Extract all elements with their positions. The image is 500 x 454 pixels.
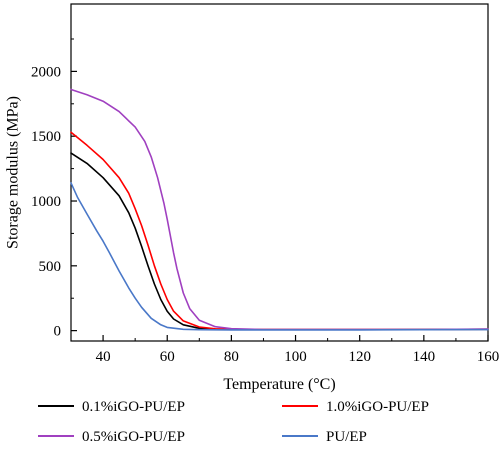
y-tick-label: 1500 <box>31 129 61 145</box>
y-tick-label: 500 <box>39 259 62 275</box>
plot-area: 40 60 80 100 120 140 160 0 500 1000 1500 2000 <box>31 3 500 365</box>
series-line-0 <box>70 152 489 331</box>
series-line-3 <box>70 182 489 331</box>
legend-label-0: 0.1%iGO-PU/EP <box>82 399 185 415</box>
y-tick-label: 2000 <box>31 64 61 80</box>
x-tick-label: 60 <box>160 349 175 365</box>
legend-label-2: 0.5%iGO-PU/EP <box>82 429 185 445</box>
legend: 0.1%iGO-PU/EP 1.0%iGO-PU/EP 0.5%iGO-PU/EP P… <box>38 399 429 445</box>
series-line-1 <box>70 131 489 331</box>
x-tick-label: 140 <box>413 349 436 365</box>
x-tick-label: 80 <box>224 349 239 365</box>
x-tick-label: 160 <box>477 349 500 365</box>
x-tick-label: 40 <box>96 349 111 365</box>
series-line-2 <box>70 88 489 331</box>
legend-label-1: 1.0%iGO-PU/EP <box>326 399 429 415</box>
y-tick-label: 1000 <box>31 194 61 210</box>
x-axis-label: Temperature (°C) <box>223 376 335 393</box>
y-tick-label: 0 <box>54 324 62 340</box>
y-axis-label: Storage modulus (MPa) <box>5 96 22 249</box>
plot-frame <box>70 3 489 342</box>
x-tick-label: 100 <box>284 349 307 365</box>
x-tick-label: 120 <box>348 349 371 365</box>
legend-label-3: PU/EP <box>326 429 367 445</box>
